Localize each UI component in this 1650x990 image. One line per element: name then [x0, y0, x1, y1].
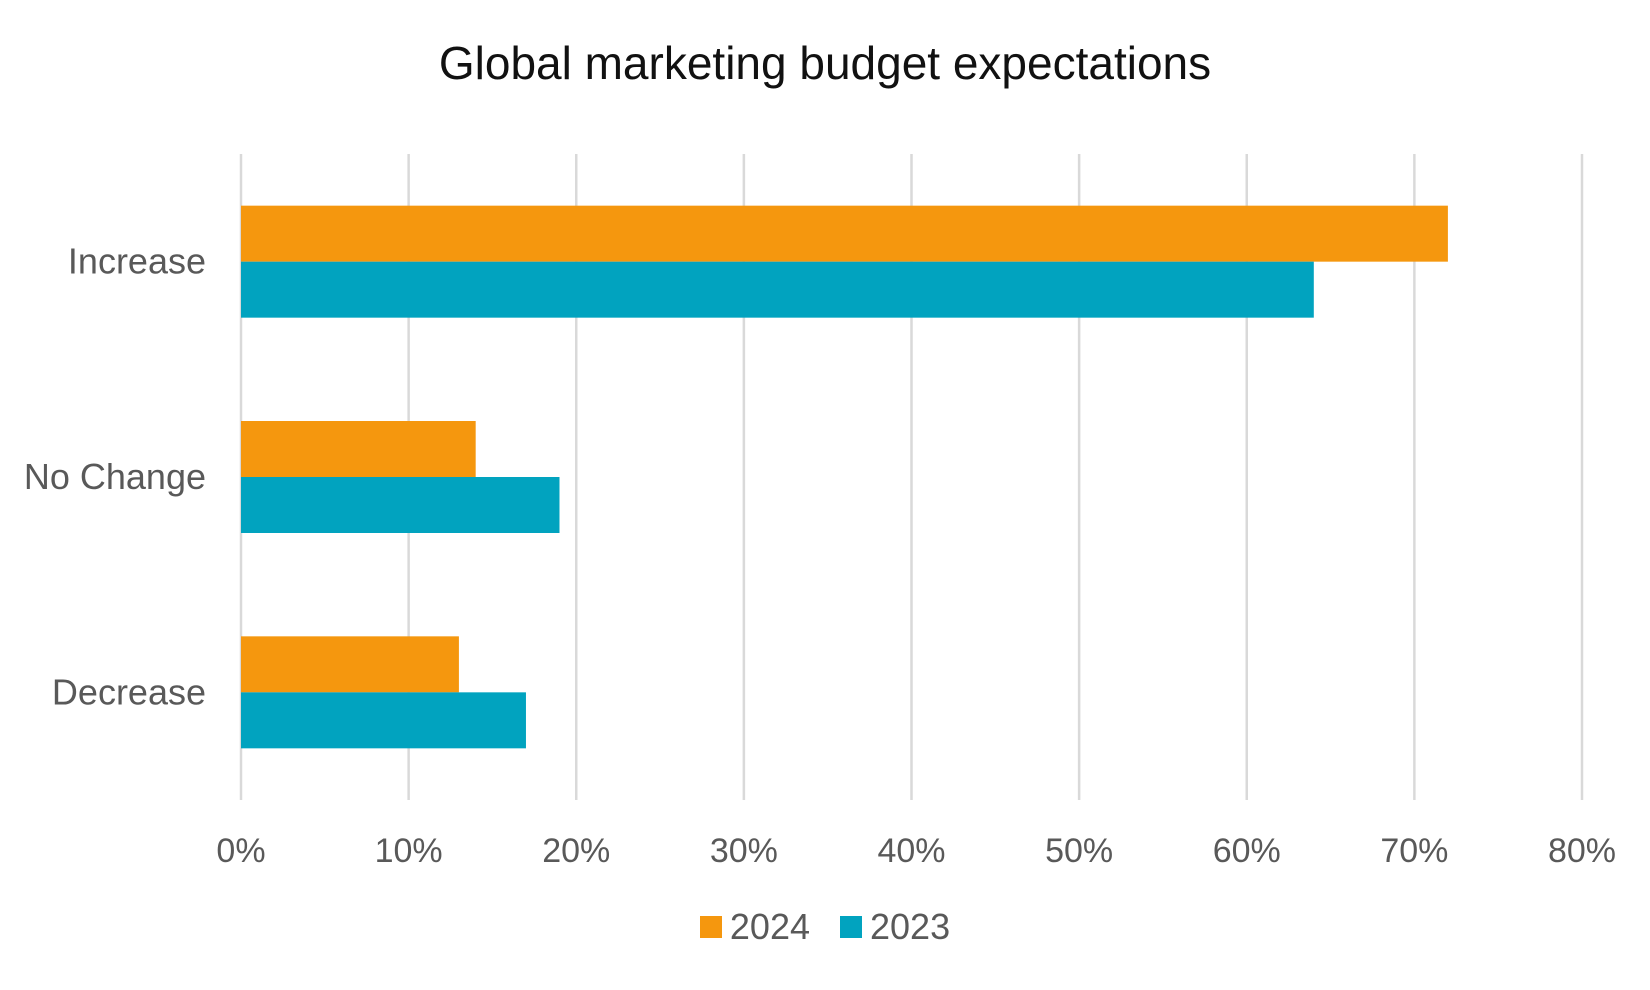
bar-2024-decrease [241, 636, 459, 693]
legend-label: 2024 [729, 906, 810, 947]
x-tick-label: 0% [216, 832, 265, 870]
x-tick-label: 40% [877, 832, 945, 870]
bar-2023-increase [241, 261, 1314, 318]
x-tick-label: 10% [375, 832, 443, 870]
x-tick-label: 60% [1213, 832, 1281, 870]
bar-2024-increase [241, 205, 1448, 262]
legend-swatch [699, 916, 722, 938]
legend-item-2024: 2024 [699, 906, 810, 948]
category-label: Decrease [52, 671, 206, 712]
x-tick-label: 20% [542, 832, 610, 870]
legend-swatch [840, 916, 862, 938]
x-tick-label: 50% [1045, 832, 1113, 870]
bar-2023-decrease [241, 692, 526, 749]
x-tick-label: 70% [1380, 832, 1448, 870]
legend-label: 2023 [870, 906, 951, 947]
bar-2023-no-change [241, 477, 560, 533]
legend-item-2023: 2023 [840, 906, 950, 948]
x-tick-label: 30% [710, 832, 778, 870]
category-label: No Change [24, 456, 206, 497]
bar-2024-no-change [241, 421, 476, 477]
chart-title: Global marketing budget expectations [438, 37, 1212, 89]
x-tick-label: 80% [1548, 832, 1616, 870]
legend: 2024 2023 [0, 906, 1650, 948]
category-label: Increase [68, 241, 206, 282]
